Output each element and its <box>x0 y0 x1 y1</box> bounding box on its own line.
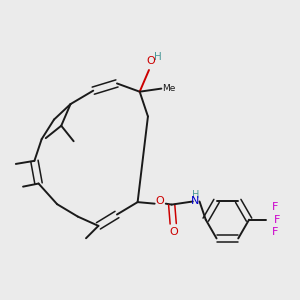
Text: O: O <box>169 226 178 236</box>
Text: Me: Me <box>162 84 176 93</box>
Text: F: F <box>272 202 278 212</box>
Text: O: O <box>146 56 155 66</box>
Text: H: H <box>192 190 200 200</box>
Text: F: F <box>272 227 278 237</box>
Text: H: H <box>154 52 162 62</box>
Text: N: N <box>190 196 199 206</box>
Text: O: O <box>156 196 165 206</box>
Text: F: F <box>274 215 280 225</box>
